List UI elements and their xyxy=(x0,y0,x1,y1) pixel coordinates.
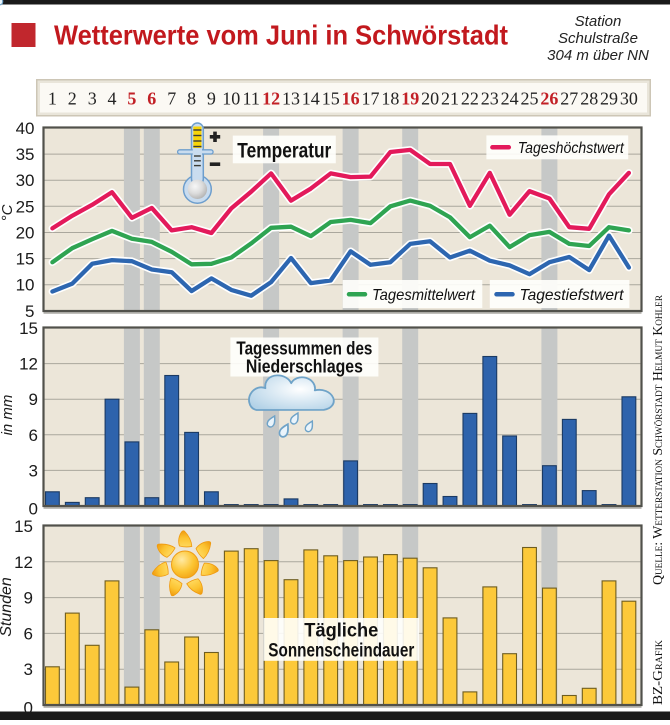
svg-text:19: 19 xyxy=(401,89,419,109)
svg-text:6: 6 xyxy=(24,624,33,643)
svg-text:30: 30 xyxy=(620,89,638,109)
svg-text:12: 12 xyxy=(19,355,38,374)
svg-text:9: 9 xyxy=(29,390,38,409)
svg-text:5: 5 xyxy=(25,302,34,321)
svg-text:18: 18 xyxy=(381,89,399,109)
svg-text:11: 11 xyxy=(243,89,260,109)
svg-text:8: 8 xyxy=(187,89,196,109)
svg-text:30: 30 xyxy=(16,171,35,190)
svg-text:6: 6 xyxy=(147,89,156,109)
svg-text:in mm: in mm xyxy=(0,395,16,436)
svg-text:Temperatur: Temperatur xyxy=(237,139,331,162)
svg-text:14: 14 xyxy=(302,89,320,109)
svg-text:17: 17 xyxy=(362,89,380,109)
svg-text:Stunden: Stunden xyxy=(0,577,15,637)
svg-text:5: 5 xyxy=(127,89,136,109)
svg-text:0: 0 xyxy=(29,499,38,518)
svg-text:13: 13 xyxy=(282,89,300,109)
svg-text:BZ-Grafik: BZ-Grafik xyxy=(650,639,665,705)
svg-text:15: 15 xyxy=(19,319,38,338)
svg-text:Quelle: Wetterstation Schwörst: Quelle: Wetterstation Schwörstadt Helmut… xyxy=(650,295,665,585)
svg-text:15: 15 xyxy=(16,250,35,269)
svg-text:Sonnenscheindauer: Sonnenscheindauer xyxy=(268,641,414,662)
svg-text:15: 15 xyxy=(14,517,33,536)
svg-text:304 m über NN: 304 m über NN xyxy=(547,47,649,64)
svg-text:Niederschlages: Niederschlages xyxy=(246,356,363,377)
svg-text:Wetterwerte vom Juni in Schwör: Wetterwerte vom Juni in Schwörstadt xyxy=(54,20,508,51)
svg-text:40: 40 xyxy=(16,119,35,138)
svg-text:9: 9 xyxy=(207,89,216,109)
svg-text:2: 2 xyxy=(68,89,77,109)
svg-text:25: 25 xyxy=(521,89,539,109)
svg-text:1: 1 xyxy=(48,89,57,109)
svg-text:6: 6 xyxy=(29,426,38,445)
svg-text:°C: °C xyxy=(0,204,16,221)
svg-text:3: 3 xyxy=(24,660,33,679)
svg-text:0: 0 xyxy=(24,698,33,717)
svg-text:27: 27 xyxy=(560,89,578,109)
svg-text:Tageshöchstwert: Tageshöchstwert xyxy=(518,140,624,157)
svg-text:Tägliche: Tägliche xyxy=(304,621,378,642)
svg-text:9: 9 xyxy=(24,589,33,608)
svg-text:Tagestiefstwert: Tagestiefstwert xyxy=(520,287,625,304)
svg-text:26: 26 xyxy=(540,89,558,109)
svg-text:12: 12 xyxy=(14,553,33,572)
svg-text:35: 35 xyxy=(16,145,35,164)
svg-text:10: 10 xyxy=(222,89,240,109)
svg-text:12: 12 xyxy=(262,89,280,109)
svg-text:25: 25 xyxy=(16,197,35,216)
svg-text:Schulstraße: Schulstraße xyxy=(558,30,638,47)
svg-text:3: 3 xyxy=(29,461,38,480)
svg-text:23: 23 xyxy=(481,89,499,109)
svg-text:29: 29 xyxy=(600,89,618,109)
svg-text:24: 24 xyxy=(501,89,519,109)
svg-text:Station: Station xyxy=(575,13,622,30)
svg-text:28: 28 xyxy=(580,89,598,109)
svg-text:16: 16 xyxy=(342,89,360,109)
svg-text:3: 3 xyxy=(88,89,97,109)
svg-text:20: 20 xyxy=(16,224,35,243)
svg-text:15: 15 xyxy=(322,89,340,109)
svg-text:22: 22 xyxy=(461,89,479,109)
svg-text:Tagessummen des: Tagessummen des xyxy=(236,338,372,359)
svg-text:7: 7 xyxy=(167,89,176,109)
svg-text:4: 4 xyxy=(108,89,117,109)
svg-text:20: 20 xyxy=(421,89,439,109)
svg-text:Tagesmittelwert: Tagesmittelwert xyxy=(372,287,476,304)
svg-text:10: 10 xyxy=(16,276,35,295)
svg-text:21: 21 xyxy=(441,89,459,109)
